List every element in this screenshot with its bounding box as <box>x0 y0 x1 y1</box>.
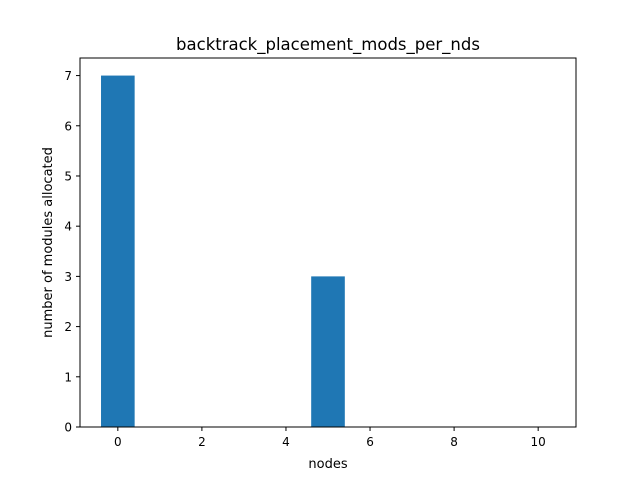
bar-node-5 <box>311 276 345 427</box>
y-tick-label: 5 <box>64 169 72 183</box>
y-tick-label: 6 <box>64 119 72 133</box>
chart-title: backtrack_placement_mods_per_nds <box>176 35 480 55</box>
y-axis-label: number of modules allocated <box>41 147 56 338</box>
x-tick-label: 8 <box>450 435 458 449</box>
x-axis-label: nodes <box>308 457 347 472</box>
y-tick-label: 1 <box>64 370 72 384</box>
x-tick-label: 6 <box>366 435 374 449</box>
bar-node-0 <box>101 75 135 428</box>
y-tick-label: 0 <box>64 421 72 435</box>
y-tick-label: 7 <box>64 69 72 83</box>
plot-area-frame <box>79 57 577 428</box>
x-tick-label: 10 <box>531 435 546 449</box>
bars-group <box>101 75 345 428</box>
x-axis-ticks: 0 2 4 6 8 10 <box>114 427 546 449</box>
x-tick-label: 4 <box>282 435 290 449</box>
y-axis-ticks: 0 1 2 3 4 5 6 7 <box>64 69 80 435</box>
x-tick-label: 0 <box>114 435 122 449</box>
y-tick-label: 3 <box>64 270 72 284</box>
y-tick-label: 2 <box>64 320 72 334</box>
x-tick-label: 2 <box>198 435 206 449</box>
y-tick-label: 4 <box>64 220 72 234</box>
